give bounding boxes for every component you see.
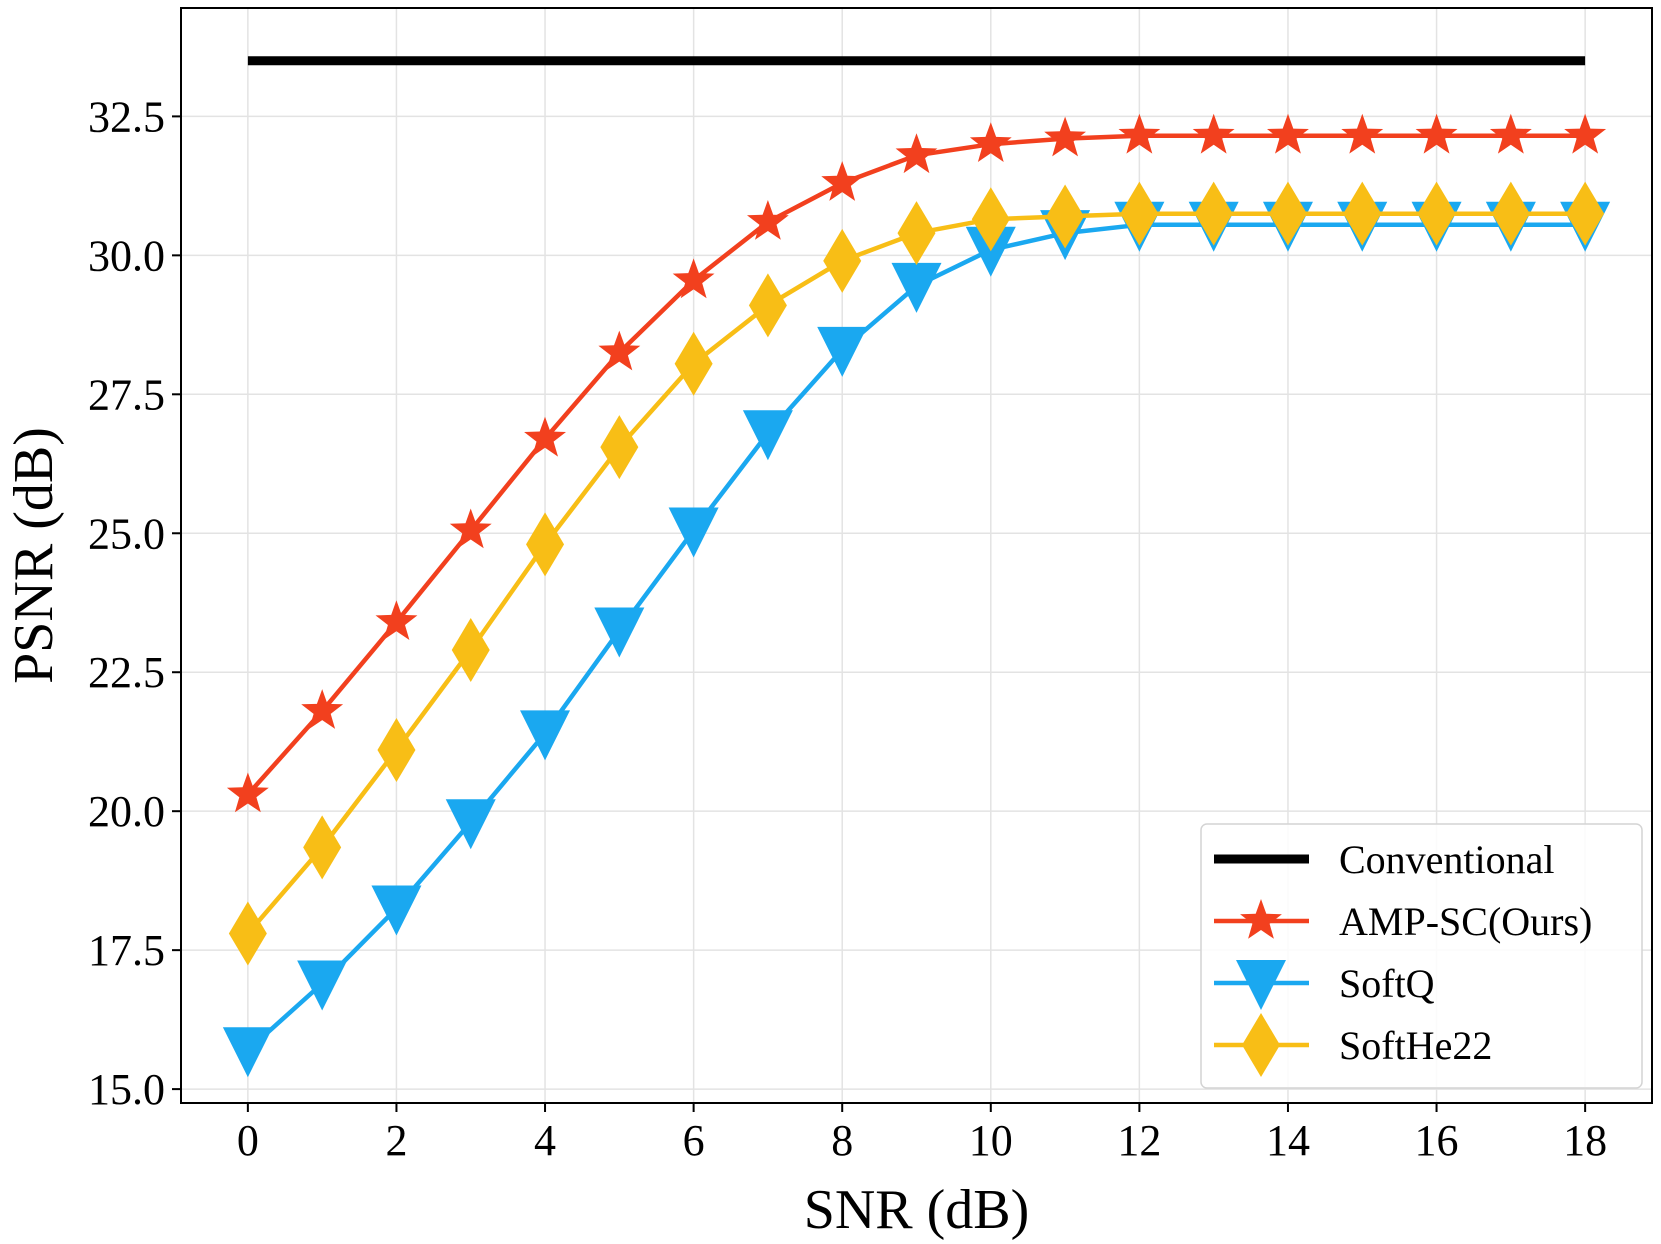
y-axis-title: PSNR (dB)	[3, 427, 65, 684]
data-point-amp-sc-ours	[449, 508, 492, 549]
data-point-softq	[891, 262, 942, 313]
data-point-amp-sc-ours	[301, 689, 344, 729]
data-point-softhe22	[451, 617, 490, 682]
data-point-amp-sc-ours	[375, 600, 418, 640]
data-point-softhe22	[674, 331, 713, 396]
series-layer	[222, 56, 1611, 1078]
legend: Conventional AMP-SC(Ours) SoftQ SoftHe22	[1200, 823, 1643, 1089]
ticks: 0 2 4 6 8 10 12 14 16 18 15.0 17.5 20.0 22.5 25.0 27.5 3…	[88, 92, 1607, 1165]
data-point-softhe22	[377, 718, 416, 783]
data-point-amp-sc-ours	[672, 258, 715, 299]
legend-swatch-marker	[1242, 1013, 1280, 1077]
data-point-softq	[371, 885, 422, 936]
data-point-softhe22	[1046, 184, 1085, 249]
x-tick-label: 8	[831, 1116, 853, 1165]
x-tick-label: 14	[1266, 1116, 1310, 1165]
x-tick-label: 18	[1563, 1116, 1607, 1165]
data-point-amp-sc-ours	[1192, 113, 1235, 154]
data-point-softhe22	[748, 273, 787, 338]
data-point-softq	[965, 226, 1016, 277]
x-tick-label: 0	[237, 1116, 259, 1165]
series-softhe22	[228, 181, 1605, 966]
data-point-softhe22	[971, 187, 1010, 252]
data-point-softhe22	[1268, 181, 1307, 246]
data-point-amp-sc-ours	[895, 133, 938, 174]
legend-swatch-marker	[1236, 960, 1286, 1010]
data-point-amp-sc-ours	[1564, 113, 1607, 154]
legend-item-conventional: Conventional	[1214, 837, 1555, 882]
data-point-softq	[445, 799, 496, 850]
y-tick-label: 30.0	[88, 231, 165, 280]
data-point-softhe22	[1194, 181, 1233, 246]
data-point-amp-sc-ours	[821, 161, 864, 201]
legend-swatch-marker	[1240, 899, 1282, 939]
x-tick-label: 12	[1117, 1116, 1161, 1165]
data-point-softq	[742, 410, 793, 461]
data-point-softhe22	[1417, 181, 1456, 246]
x-tick-label: 10	[969, 1116, 1013, 1165]
x-tick-label: 16	[1415, 1116, 1459, 1165]
x-tick-label: 2	[385, 1116, 407, 1165]
data-point-softq	[297, 960, 348, 1011]
y-tick-label: 20.0	[88, 787, 165, 836]
data-point-amp-sc-ours	[1118, 113, 1161, 154]
y-tick-label: 22.5	[88, 648, 165, 697]
plot-frame	[180, 7, 1653, 1104]
legend-box	[1200, 823, 1643, 1089]
series-amp-sc-ours	[226, 113, 1607, 813]
data-point-softhe22	[526, 512, 565, 577]
data-point-softhe22	[600, 415, 639, 480]
data-point-softhe22	[1120, 181, 1159, 246]
data-point-softq	[222, 1027, 273, 1078]
legend-item-softhe22: SoftHe22	[1214, 1013, 1492, 1077]
y-tick-label: 25.0	[88, 509, 165, 558]
data-point-amp-sc-ours	[598, 330, 641, 371]
legend-label: SoftQ	[1339, 961, 1435, 1006]
y-tick-label: 27.5	[88, 370, 165, 419]
data-point-amp-sc-ours	[1044, 116, 1086, 157]
data-point-amp-sc-ours	[1267, 113, 1309, 154]
data-point-amp-sc-ours	[1341, 113, 1384, 154]
data-point-amp-sc-ours	[1489, 113, 1532, 154]
data-point-softhe22	[897, 201, 936, 266]
data-point-softhe22	[1343, 181, 1382, 246]
data-point-amp-sc-ours	[524, 416, 566, 457]
y-tick-label: 32.5	[88, 92, 165, 141]
legend-item-softq: SoftQ	[1214, 960, 1435, 1010]
x-axis-title: SNR (dB)	[804, 1179, 1030, 1241]
x-tick-label: 4	[534, 1116, 556, 1165]
data-point-softhe22	[1491, 181, 1530, 246]
data-point-softhe22	[303, 815, 342, 880]
data-point-softq	[594, 607, 645, 658]
data-point-softq	[817, 326, 868, 377]
legend-label: Conventional	[1339, 837, 1555, 882]
legend-label: AMP-SC(Ours)	[1339, 899, 1592, 944]
y-tick-label: 15.0	[88, 1065, 165, 1114]
legend-item-amp-sc-ours: AMP-SC(Ours)	[1214, 899, 1592, 944]
data-point-amp-sc-ours	[969, 122, 1012, 162]
data-point-softq	[668, 507, 719, 558]
data-point-softhe22	[823, 228, 862, 293]
data-point-softq	[520, 710, 571, 761]
data-point-amp-sc-ours	[1415, 113, 1458, 154]
data-point-softhe22	[1566, 181, 1605, 246]
data-point-softhe22	[228, 901, 267, 966]
data-point-amp-sc-ours	[226, 772, 269, 813]
legend-label: SoftHe22	[1339, 1023, 1492, 1068]
x-tick-label: 6	[683, 1116, 705, 1165]
data-point-amp-sc-ours	[747, 200, 789, 240]
y-tick-label: 17.5	[88, 926, 165, 975]
